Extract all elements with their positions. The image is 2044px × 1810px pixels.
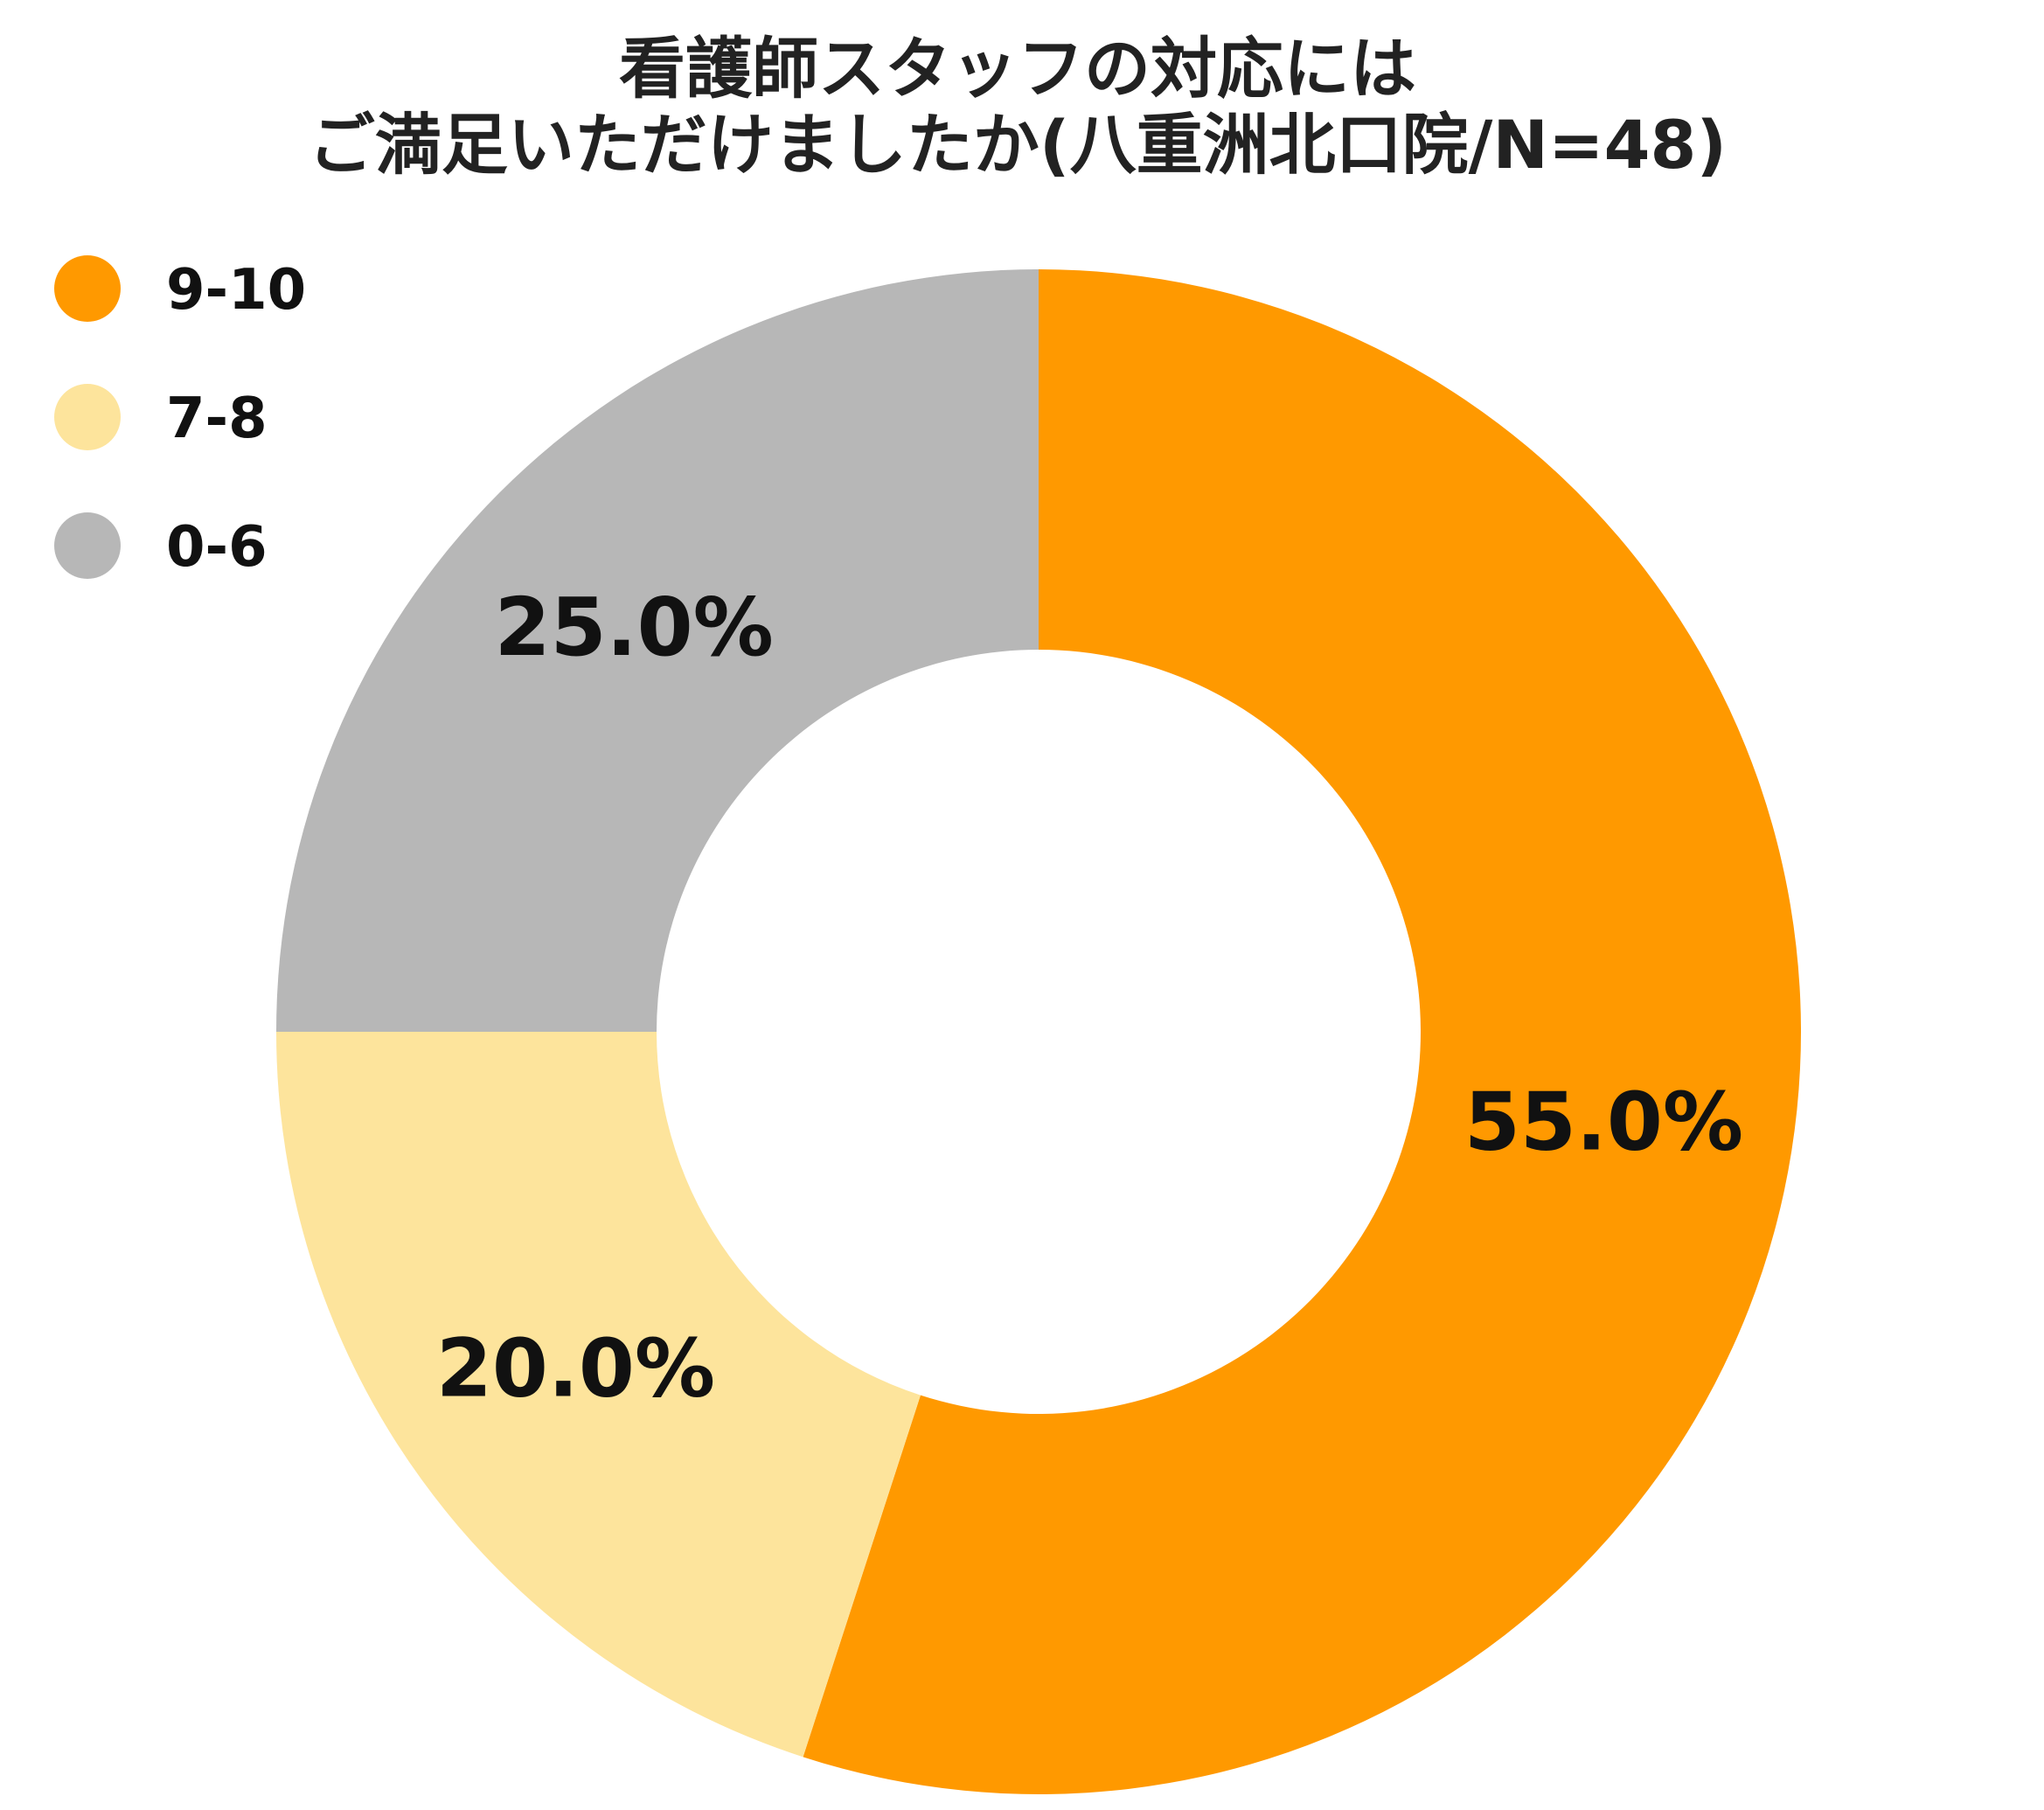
data-labels: 55.0% 20.0% 25.0%: [436, 581, 1743, 1416]
legend: 9-10 7-8 0-6: [54, 255, 306, 580]
chart-title-line-2: ご満足いただけましたか(八重洲北口院/N=48): [309, 106, 1727, 184]
data-label-9-10: 55.0%: [1464, 1075, 1743, 1168]
legend-swatch-9-10: [54, 255, 121, 322]
data-label-7-8: 20.0%: [436, 1322, 715, 1416]
data-label-0-6: 25.0%: [495, 581, 774, 674]
legend-label-0-6: 0-6: [166, 515, 268, 580]
slice-0-6: [276, 269, 1039, 1032]
slice-7-8: [276, 1032, 921, 1758]
legend-label-7-8: 7-8: [166, 386, 268, 451]
legend-label-9-10: 9-10: [166, 258, 306, 323]
chart-title: 看護師スタッフの対応には ご満足いただけましたか(八重洲北口院/N=48): [309, 30, 1727, 184]
donut-slices: [276, 269, 1802, 1794]
legend-swatch-0-6: [54, 512, 121, 579]
legend-swatch-7-8: [54, 384, 121, 450]
slice-9-10: [803, 269, 1802, 1794]
chart-title-line-1: 看護師スタッフの対応には: [619, 30, 1416, 108]
